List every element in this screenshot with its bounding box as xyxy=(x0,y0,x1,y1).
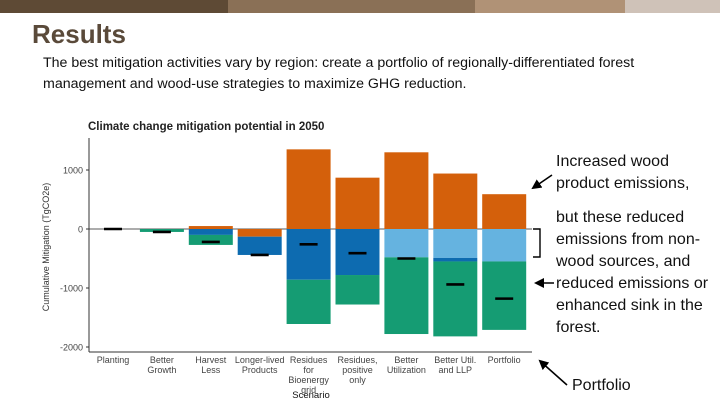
bar-segment xyxy=(286,149,331,229)
bar-segment xyxy=(482,229,527,262)
bar-segment xyxy=(188,229,233,235)
chart-title: Climate change mitigation potential in 2… xyxy=(88,121,324,133)
x-tick-label: Better Growth xyxy=(147,355,176,375)
bar-segment xyxy=(433,229,478,258)
bar-segment xyxy=(237,236,282,255)
slide-subtitle: The best mitigation activities vary by r… xyxy=(43,55,635,92)
bar-segment xyxy=(188,234,233,245)
y-tick-label: 0 xyxy=(78,225,83,235)
arrow-portfolio xyxy=(538,359,568,386)
bar-segment xyxy=(237,229,282,237)
top-bar-segment xyxy=(475,0,625,13)
x-tick-label: Better Util. and LLP xyxy=(434,355,476,375)
bar-segment xyxy=(482,261,527,330)
x-tick-label: Residues, positive only xyxy=(337,355,377,385)
y-tick-label: -1000 xyxy=(60,284,83,294)
arrow-product-emissions xyxy=(531,174,553,190)
bar-segment xyxy=(384,152,429,229)
y-tick-label: -2000 xyxy=(60,343,83,353)
x-tick-label: Harvest Less xyxy=(195,355,227,375)
y-axis-label: Cumulative Mitigation (TgCO2e) xyxy=(41,183,51,312)
bar-segment xyxy=(384,229,429,258)
slide-title: Results xyxy=(32,19,126,49)
top-color-bar xyxy=(0,0,720,13)
top-bar-segment xyxy=(0,0,228,13)
bar-segment xyxy=(433,173,478,229)
x-tick-label: Better Utilization xyxy=(387,355,426,375)
annotation-product-emissions: Increased wood product emissions, xyxy=(556,153,690,192)
x-tick-label: Portfolio xyxy=(488,355,521,365)
x-tick-label: Residues for Bioenergy grid xyxy=(288,355,329,395)
x-axis-label: Scenario xyxy=(292,390,330,401)
top-bar-segment xyxy=(625,0,720,13)
bar-segment xyxy=(139,229,184,232)
bar-segment xyxy=(286,229,331,280)
x-tick-label: Planting xyxy=(97,355,130,365)
bar-segment xyxy=(433,257,478,262)
x-tick-label: Longer-lived Products xyxy=(235,355,285,375)
bracket xyxy=(533,228,541,258)
bar-segment xyxy=(384,257,429,335)
bar-segment xyxy=(482,194,527,229)
bar-segment xyxy=(286,279,331,324)
bar-segment xyxy=(188,226,233,229)
y-tick-label: 1000 xyxy=(63,166,83,176)
bar-segment xyxy=(335,275,380,305)
bar-segment xyxy=(335,177,380,229)
annotation-reduced-emissions: but these reduced emissions from non-woo… xyxy=(556,209,709,336)
annotation-portfolio: Portfolio xyxy=(572,377,631,394)
top-bar-segment xyxy=(228,0,475,13)
bar-segment xyxy=(433,261,478,337)
